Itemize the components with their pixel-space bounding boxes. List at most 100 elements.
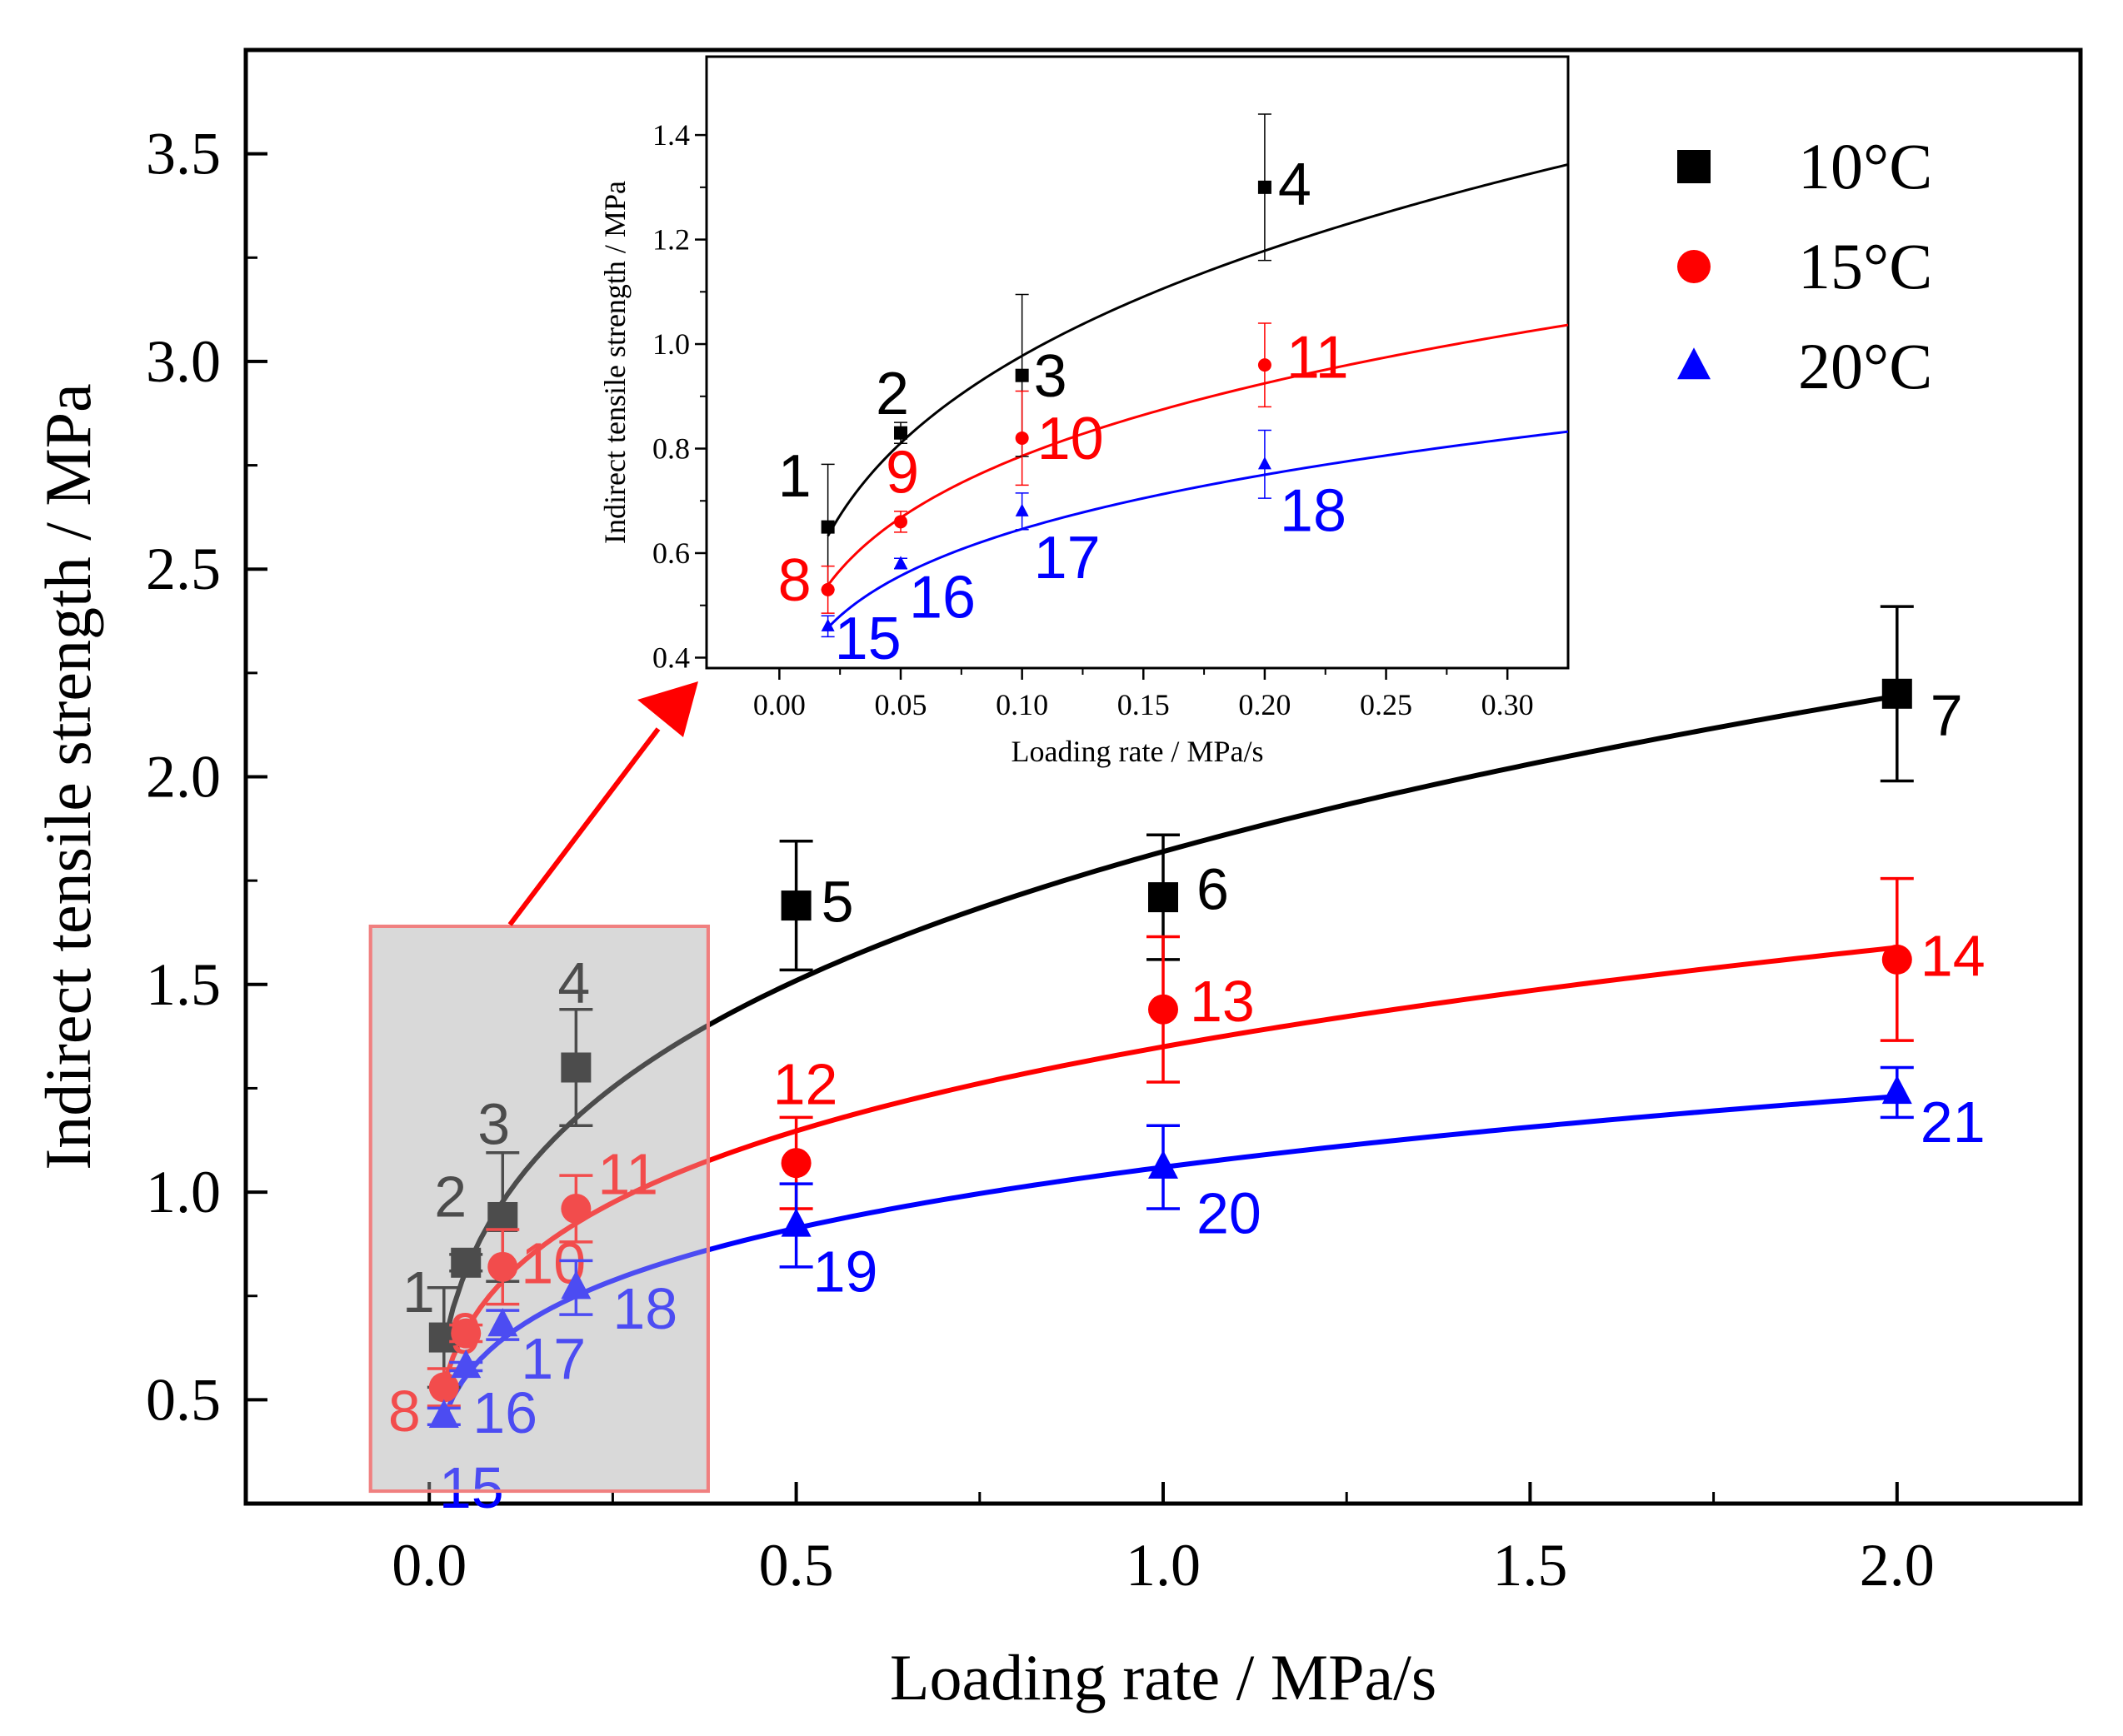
- inset-fit-curves: [827, 163, 1569, 629]
- zoom-region-tint: [368, 924, 710, 1494]
- data-point-20c: [781, 1208, 812, 1237]
- fit-curve-15c: [441, 945, 1898, 1385]
- main-y-tick-label: 2.5: [146, 536, 221, 602]
- data-label-15c: 12: [773, 1052, 838, 1117]
- data-point-10c: [781, 890, 812, 921]
- data-point-10c: [1881, 678, 1912, 709]
- data-point-15c: [1015, 431, 1029, 445]
- main-x-tick-label: 1.5: [1492, 1532, 1567, 1599]
- fit-curve-10c: [827, 163, 1569, 537]
- data-point-20c: [1881, 1075, 1912, 1105]
- main-x-tick-label: 0.5: [759, 1532, 834, 1599]
- main-y-tick-label: 3.5: [146, 121, 221, 187]
- data-point-10c: [821, 520, 835, 534]
- data-label-20c: 18: [1280, 478, 1346, 545]
- data-label-15c: 8: [388, 1379, 421, 1444]
- data-label-15c: 9: [886, 440, 919, 506]
- data-label-15c: 10: [1037, 406, 1104, 472]
- data-point-20c: [821, 618, 835, 631]
- data-label-15c: 13: [1190, 969, 1255, 1034]
- data-label-15c: 14: [1921, 923, 1986, 988]
- data-point-20c: [1257, 456, 1271, 470]
- main-y-tick-label: 1.5: [146, 951, 221, 1018]
- inset-y-tick-label: 0.6: [652, 536, 690, 570]
- data-point-10c: [1015, 368, 1029, 382]
- inset-axis-ticks: 0.00 0.05 0.10 0.15 0.20 0.25 0.30 0.4 0.6 0.8 1.0…: [652, 118, 1534, 721]
- data-point-20c: [1148, 1150, 1178, 1179]
- inset-plot-frame: [705, 55, 1570, 670]
- main-x-tick-label: 0.0: [392, 1532, 467, 1599]
- data-point-15c: [1257, 358, 1271, 372]
- inset-x-tick-label: 0.10: [996, 688, 1048, 721]
- inset-background: [707, 57, 1568, 668]
- data-label-15c: 11: [597, 1142, 658, 1207]
- inset-x-tick-label: 0.15: [1117, 688, 1170, 721]
- data-label-15c: 8: [778, 547, 812, 614]
- data-point-20c: [561, 1270, 592, 1300]
- main-y-axis-label: Indirect tensile strength / MPa: [32, 383, 104, 1170]
- data-point-10c: [487, 1201, 518, 1232]
- data-label-10c: 4: [557, 950, 590, 1015]
- legend-marker-10c: [1677, 150, 1711, 183]
- inset-y-tick-label: 1.0: [652, 327, 690, 361]
- data-label-10c: 6: [1196, 857, 1229, 922]
- fit-curve-10c: [441, 693, 1898, 1345]
- data-point-15c: [487, 1251, 518, 1282]
- zoom-region-box: [368, 924, 710, 1494]
- data-label-20c: 20: [1196, 1181, 1261, 1246]
- data-label-20c: 19: [813, 1239, 878, 1304]
- main-x-tick-label: 2.0: [1860, 1532, 1935, 1599]
- inset-x-tick-label: 0.00: [753, 688, 806, 721]
- data-label-10c: 2: [434, 1164, 467, 1229]
- legend: 10°C 15°C 20°C: [1677, 130, 1932, 402]
- data-point-15c: [1881, 944, 1912, 975]
- inset-y-tick-label: 1.4: [652, 118, 690, 152]
- data-label-15c: 11: [1286, 324, 1349, 391]
- data-point-15c: [561, 1194, 592, 1225]
- inset-x-tick-label: 0.05: [875, 688, 927, 721]
- data-label-10c: 1: [402, 1260, 435, 1324]
- data-label-20c: 15: [835, 606, 902, 672]
- main-axis-ticks: 0.0 0.5 1.0 1.5 2.0 0.5 1.0 1.5 2.0 2.5 3.0 3.5: [146, 121, 1935, 1599]
- zoom-arrow: [507, 727, 661, 926]
- data-label-20c: 16: [909, 565, 976, 631]
- legend-marker-15c: [1677, 250, 1711, 283]
- legend-label-10c: 10°C: [1798, 130, 1932, 202]
- data-point-20c: [487, 1308, 518, 1337]
- inset-y-axis-label: Indirect tensile strength / MPa: [598, 181, 632, 544]
- data-point-15c: [894, 515, 908, 529]
- data-label-10c: 5: [822, 870, 854, 935]
- data-point-20c: [894, 556, 908, 569]
- data-label-20c: 21: [1921, 1090, 1986, 1155]
- data-label-20c: 17: [1034, 525, 1101, 591]
- main-y-tick-label: 2.0: [146, 744, 221, 811]
- data-point-10c: [1148, 882, 1178, 913]
- fit-curve-15c: [827, 323, 1569, 586]
- data-label-20c: 16: [472, 1380, 537, 1445]
- inset-y-tick-label: 0.8: [652, 432, 690, 466]
- data-point-10c: [1257, 180, 1271, 194]
- legend-label-20c: 20°C: [1798, 330, 1932, 402]
- data-point-15c: [428, 1372, 459, 1403]
- main-x-axis-label: Loading rate / MPa/s: [890, 1641, 1436, 1714]
- data-point-10c: [894, 426, 908, 440]
- data-point-15c: [781, 1148, 812, 1179]
- data-point-15c: [821, 582, 835, 596]
- data-label-10c: 4: [1278, 152, 1311, 218]
- inset-x-tick-label: 0.25: [1360, 688, 1412, 721]
- data-point-10c: [451, 1247, 482, 1278]
- data-label-20c: 18: [612, 1276, 677, 1341]
- data-point-15c: [451, 1318, 482, 1349]
- main-y-tick-label: 3.0: [146, 328, 221, 395]
- legend-marker-20c: [1677, 347, 1711, 380]
- main-x-tick-label: 1.0: [1126, 1532, 1201, 1599]
- zoom-arrow-head: [637, 681, 698, 737]
- inset-y-tick-label: 0.4: [652, 641, 690, 674]
- inset-y-tick-label: 1.2: [652, 223, 690, 257]
- data-label-10c: 3: [1034, 343, 1067, 410]
- legend-label-15c: 15°C: [1798, 230, 1932, 302]
- zoom-region-overlay: [368, 924, 710, 1494]
